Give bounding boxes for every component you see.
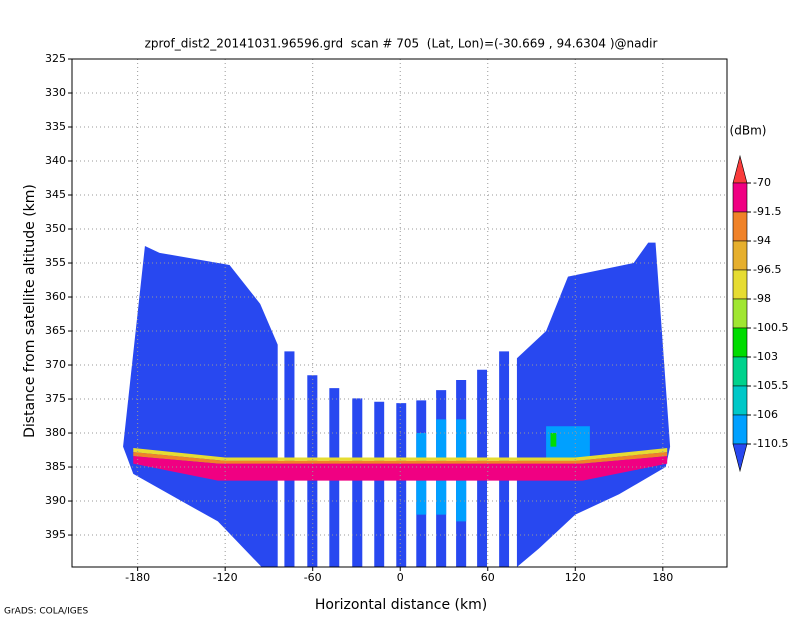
- y-tick-label: 360: [45, 290, 66, 303]
- y-tick-label: 340: [45, 154, 66, 167]
- colorbar-label: -106: [753, 408, 778, 421]
- y-tick-label: 325: [45, 52, 66, 65]
- x-axis-label: Horizontal distance (km): [315, 597, 487, 613]
- colorbar-label: -103: [753, 350, 778, 363]
- plot-frame: [71, 58, 728, 568]
- colorbar-label: -94: [753, 234, 771, 247]
- field-region: [133, 456, 668, 481]
- field-region: [123, 246, 278, 568]
- colorbar-unit: (dBm): [730, 124, 767, 138]
- y-tick-label: 390: [45, 494, 66, 507]
- field-region: [516, 242, 671, 568]
- chart-title: zprof_dist2_20141031.96596.grd scan # 70…: [145, 37, 658, 51]
- colorbar-cell: [732, 298, 748, 329]
- colorbar-label: -96.5: [753, 263, 781, 276]
- colorbar-label: -100.5: [753, 321, 788, 334]
- y-tick-label: 380: [45, 426, 66, 439]
- colorbar-cell: [732, 211, 748, 242]
- y-tick-label: 355: [45, 256, 66, 269]
- colorbar-cell: [732, 443, 748, 473]
- y-tick-label: 385: [45, 460, 66, 473]
- y-tick-label: 335: [45, 120, 66, 133]
- y-tick-label: 345: [45, 188, 66, 201]
- colorbar-cell: [732, 414, 748, 445]
- y-tick-label: 365: [45, 324, 66, 337]
- colorbar-cell: [732, 327, 748, 358]
- colorbar-label: -98: [753, 292, 771, 305]
- colorbar-label: -105.5: [753, 379, 788, 392]
- credit: GrADS: COLA/IGES: [4, 607, 88, 617]
- field-region: [133, 447, 668, 461]
- x-tick-label: -60: [304, 571, 322, 584]
- y-tick-label: 370: [45, 358, 66, 371]
- colorbar-label: -110.5: [753, 437, 788, 450]
- x-tick-label: 60: [481, 571, 495, 584]
- y-axis-label: Distance from satellite altitude (km): [22, 184, 38, 438]
- colorbar-cell: [732, 240, 748, 271]
- colorbar-label: -70: [753, 176, 771, 189]
- colorbar-cell: [732, 356, 748, 387]
- x-tick-label: 180: [652, 571, 673, 584]
- colorbar-cell: [732, 269, 748, 300]
- x-tick-label: 0: [397, 571, 404, 584]
- field-region: [133, 452, 668, 465]
- colorbar-label: -91.5: [753, 205, 781, 218]
- y-tick-label: 350: [45, 222, 66, 235]
- field-region: [550, 433, 557, 447]
- field-region: [396, 403, 407, 567]
- x-tick-label: 120: [565, 571, 586, 584]
- colorbar-cell: [732, 385, 748, 416]
- y-tick-label: 395: [45, 528, 66, 541]
- x-tick-label: -180: [125, 571, 150, 584]
- x-tick-label: -120: [213, 571, 238, 584]
- y-tick-label: 330: [45, 86, 66, 99]
- colorbar-cell: [732, 182, 748, 213]
- y-tick-label: 375: [45, 392, 66, 405]
- field-region: [352, 398, 363, 567]
- field-region: [374, 401, 385, 567]
